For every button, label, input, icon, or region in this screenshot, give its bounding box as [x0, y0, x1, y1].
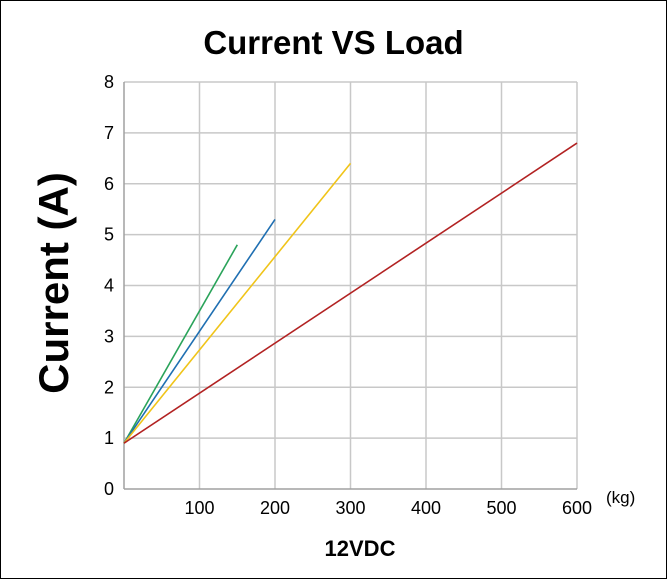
series-line: [123, 162, 352, 444]
chart-title: Current VS Load: [203, 24, 464, 61]
series-line: [123, 244, 238, 444]
x-tick-label: 100: [184, 498, 214, 518]
x-tick-label: 300: [335, 498, 365, 518]
y-tick-label: 0: [104, 479, 114, 499]
series-lines: [123, 142, 578, 444]
y-tick-label: 2: [104, 377, 114, 397]
y-tick-label: 6: [104, 174, 114, 194]
y-tick-label: 3: [104, 326, 114, 346]
y-tick-label: 7: [104, 123, 114, 143]
y-tick-label: 4: [104, 276, 114, 296]
x-axis-label: 12VDC: [324, 536, 396, 561]
y-tick-label: 8: [104, 72, 114, 92]
axes: [123, 82, 577, 490]
tick-labels: 0 1 2 3 4 5 6 7 8 100 200 300 400 500 600: [104, 72, 592, 518]
series-line: [123, 142, 578, 444]
series-line: [123, 218, 276, 444]
grid-lines: [124, 81, 578, 489]
x-axis-unit: (kg): [606, 488, 636, 507]
y-tick-label: 5: [104, 225, 114, 245]
x-tick-label: 400: [411, 498, 441, 518]
x-tick-label: 500: [486, 498, 516, 518]
x-tick-label: 600: [562, 498, 592, 518]
x-tick-label: 200: [260, 498, 290, 518]
y-tick-label: 1: [104, 428, 114, 448]
